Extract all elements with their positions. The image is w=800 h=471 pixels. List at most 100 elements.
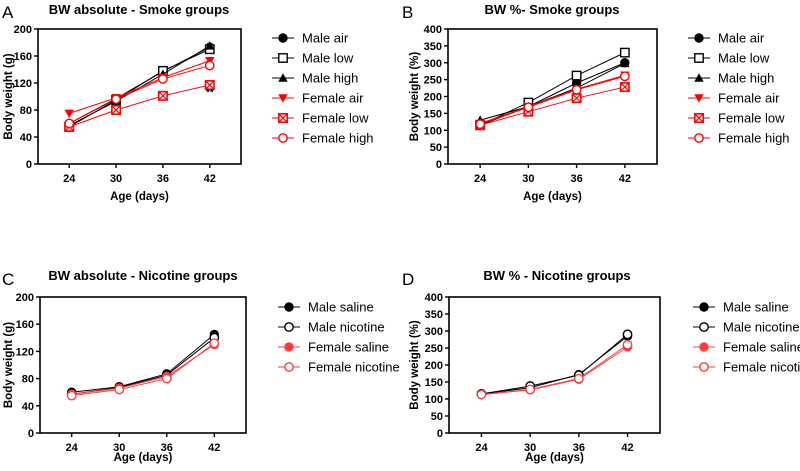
- marker-shape: [284, 362, 294, 372]
- marker-cross: [571, 93, 582, 103]
- plot-frame: [448, 296, 661, 434]
- y-tick-label: 350: [425, 309, 443, 321]
- data-point: [523, 102, 534, 113]
- legend-label: Female air: [302, 91, 364, 106]
- y-tick-label: 40: [20, 132, 32, 144]
- x-tick-label: 42: [208, 442, 220, 454]
- marker-shape: [64, 118, 75, 129]
- marker-shape: [694, 33, 704, 43]
- data-point: [622, 329, 633, 340]
- y-tick-label: 50: [430, 142, 442, 154]
- legend-item: Female low: [272, 111, 369, 126]
- marker-shape: [158, 74, 168, 84]
- chart-title: BW % - Nicotine groups: [483, 268, 630, 283]
- marker-shape: [114, 384, 125, 395]
- y-tick-label: 100: [425, 394, 443, 406]
- x-axis-label: Age (days): [110, 191, 169, 203]
- marker-shape: [694, 94, 704, 103]
- y-tick-label: 100: [424, 125, 442, 137]
- y-tick-label: 300: [425, 326, 443, 338]
- data-point: [571, 84, 582, 95]
- y-tick-label: 200: [16, 292, 34, 304]
- marker-shape: [278, 94, 288, 103]
- marker-shape: [64, 109, 74, 119]
- series-line: [71, 342, 215, 397]
- data-point: [622, 339, 633, 350]
- data-point: [619, 82, 630, 93]
- marker-shape: [111, 94, 121, 105]
- marker-shape: [278, 73, 288, 82]
- marker-shape: [573, 373, 584, 384]
- data-point: [525, 384, 536, 395]
- marker-shape: [278, 33, 288, 43]
- marker-shape: [571, 70, 582, 81]
- legend-marker: [694, 94, 704, 103]
- legend-label: Female low: [302, 111, 369, 126]
- data-point: [475, 119, 486, 130]
- legend-item: Male saline: [693, 300, 789, 315]
- x-tick-label: 30: [524, 442, 536, 454]
- chart-title: BW absolute - Smoke groups: [49, 2, 230, 17]
- marker-shape: [209, 338, 220, 349]
- y-tick-label: 200: [424, 92, 442, 104]
- legend-label: Female saline: [723, 340, 800, 355]
- series-male-nicotine: [66, 332, 220, 400]
- x-tick-label: 42: [619, 173, 631, 185]
- marker-shape: [699, 302, 709, 312]
- legend-marker: [284, 302, 294, 312]
- legend-marker: [699, 302, 709, 312]
- marker-shape: [523, 102, 534, 113]
- y-tick-label: 0: [26, 159, 32, 171]
- legend-item: Female nicotine: [693, 360, 800, 375]
- data-point: [619, 71, 630, 82]
- y-tick-label: 50: [431, 411, 443, 423]
- legend-label: Male saline: [723, 300, 789, 315]
- x-axis-label: Age (days): [525, 452, 584, 464]
- marker-shape: [699, 342, 709, 352]
- data-point: [204, 80, 215, 91]
- marker-shape: [284, 342, 294, 352]
- marker-shape: [204, 60, 215, 71]
- series-male-air: [475, 58, 630, 130]
- panel-d: D BW % - Nicotine groups 0 50 100 150 200 250 30…: [402, 268, 800, 464]
- data-point: [64, 109, 74, 119]
- legend-marker: [284, 362, 294, 372]
- panel-letter: C: [2, 270, 14, 289]
- y-tick-label: 200: [14, 24, 32, 36]
- y-tick-label: 300: [424, 58, 442, 70]
- legend-marker: [699, 342, 709, 352]
- series-line: [69, 64, 210, 124]
- series-female-nicotine: [476, 339, 633, 400]
- legend-item: Male high: [688, 71, 774, 86]
- marker-shape: [284, 322, 294, 332]
- legend-label: Male nicotine: [723, 320, 800, 335]
- data-point: [66, 390, 77, 401]
- series-female-low: [64, 80, 215, 132]
- x-axis-label: Age (days): [114, 452, 173, 464]
- marker-shape: [622, 329, 633, 340]
- panel-letter: D: [402, 270, 414, 289]
- y-tick-label: 160: [16, 319, 34, 331]
- x-tick-label: 30: [110, 173, 122, 185]
- legend-label: Male air: [718, 31, 765, 46]
- marker-cross: [278, 113, 288, 123]
- legend-item: Male air: [272, 31, 349, 46]
- series-line: [481, 335, 628, 395]
- legend-marker: [694, 53, 704, 63]
- y-axis-label: Body weight (%): [409, 52, 421, 142]
- series-line: [71, 334, 215, 393]
- y-tick-label: 200: [425, 360, 443, 372]
- legend-item: Female high: [272, 131, 374, 146]
- legend-label: Female nicotine: [308, 360, 400, 375]
- series-male-saline: [66, 329, 220, 397]
- y-axis-label: Body weight (g): [3, 322, 15, 408]
- x-tick-label: 24: [66, 442, 79, 454]
- series-female-nicotine: [66, 338, 220, 401]
- data-point: [64, 118, 75, 129]
- legend-marker: [277, 113, 288, 124]
- legend-item: Male nicotine: [693, 320, 800, 335]
- marker-shape: [205, 41, 215, 50]
- x-tick-label: 30: [522, 173, 534, 185]
- x-tick-label: 24: [475, 442, 488, 454]
- series-line: [481, 346, 628, 396]
